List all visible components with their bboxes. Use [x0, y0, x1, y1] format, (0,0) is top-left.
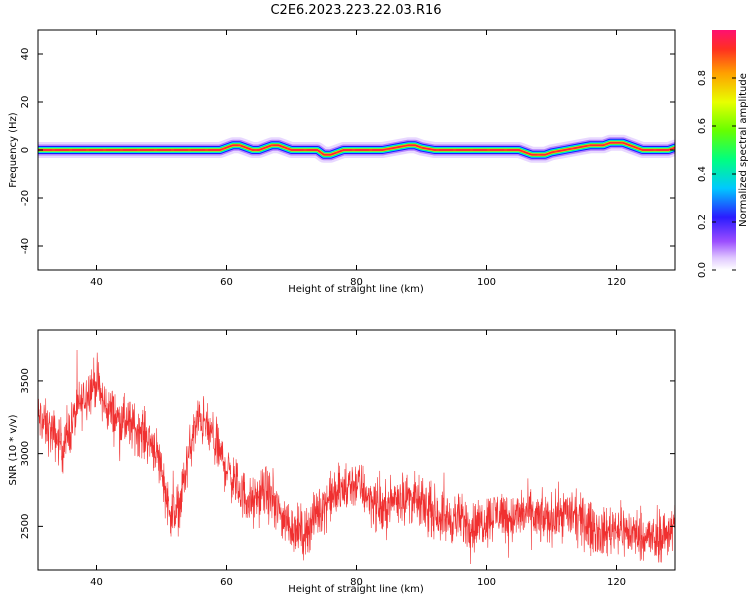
spectrogram-y-tick-label: -20 [20, 190, 31, 206]
colorbar-tick-label: 0.6 [697, 118, 708, 134]
snr-y-tick-label: 3500 [20, 368, 31, 393]
snr-ylabel: SNR (10 * v/v) [8, 414, 19, 485]
spectrogram-y-tick-label: 20 [20, 96, 31, 109]
spectrogram-x-tick-label: 120 [607, 277, 626, 288]
snr-y-tick-label: 2500 [20, 514, 31, 539]
snr-xlabel: Height of straight line (km) [288, 584, 424, 595]
spectrogram-y-tick-label: 0 [20, 147, 31, 153]
spectral-ridge [38, 134, 675, 163]
spectrogram-panel: 40 60 80 100 120 -40 -20 0 20 40 Height of strai… [8, 29, 676, 295]
spectrogram-y-tick-label: -40 [20, 238, 31, 254]
colorbar-axis: 0.0 0.2 0.4 0.6 0.8 [697, 70, 736, 278]
colorbar-tick-label: 0.0 [697, 262, 708, 278]
spectrogram-x-axis: 40 60 80 100 120 [90, 30, 626, 288]
snr-y-tick-label: 3000 [20, 441, 31, 466]
snr-series-line [38, 349, 675, 564]
snr-plot-area [38, 330, 675, 570]
spectral-ridge-band [38, 141, 675, 156]
colorbar-gradient [712, 30, 736, 270]
spectrogram-x-tick-label: 60 [220, 277, 233, 288]
spectrogram-ylabel: Frequency (Hz) [8, 112, 19, 188]
snr-x-tick-label: 80 [350, 577, 363, 588]
snr-x-tick-label: 40 [90, 577, 103, 588]
figure-title: C2E6.2023.223.22.03.R16 [270, 3, 441, 18]
snr-y-axis: 2500 3000 3500 [20, 368, 675, 539]
spectrogram-xlabel: Height of straight line (km) [288, 284, 424, 295]
colorbar-tick-label: 0.2 [697, 214, 708, 230]
colorbar-tick-label: 0.8 [697, 70, 708, 86]
spectrogram-y-tick-label: 40 [20, 48, 31, 61]
spectrogram-x-tick-label: 100 [477, 277, 496, 288]
spectrogram-y-axis: -40 -20 0 20 40 [20, 48, 675, 254]
spectrogram-x-tick-label: 80 [350, 277, 363, 288]
snr-panel: 40 60 80 100 120 2500 3000 3500 Height of stra… [8, 329, 676, 595]
snr-x-tick-label: 120 [607, 577, 626, 588]
colorbar-tick-label: 0.4 [697, 166, 708, 182]
colorbar-label: Normalized spectral amplitude [738, 73, 749, 227]
spectrogram-x-tick-label: 40 [90, 277, 103, 288]
snr-x-tick-label: 60 [220, 577, 233, 588]
snr-x-tick-label: 100 [477, 577, 496, 588]
colorbar: 0.0 0.2 0.4 0.6 0.8 Normalized spectral ampl… [697, 30, 749, 278]
snr-x-axis: 40 60 80 100 120 [90, 330, 626, 588]
